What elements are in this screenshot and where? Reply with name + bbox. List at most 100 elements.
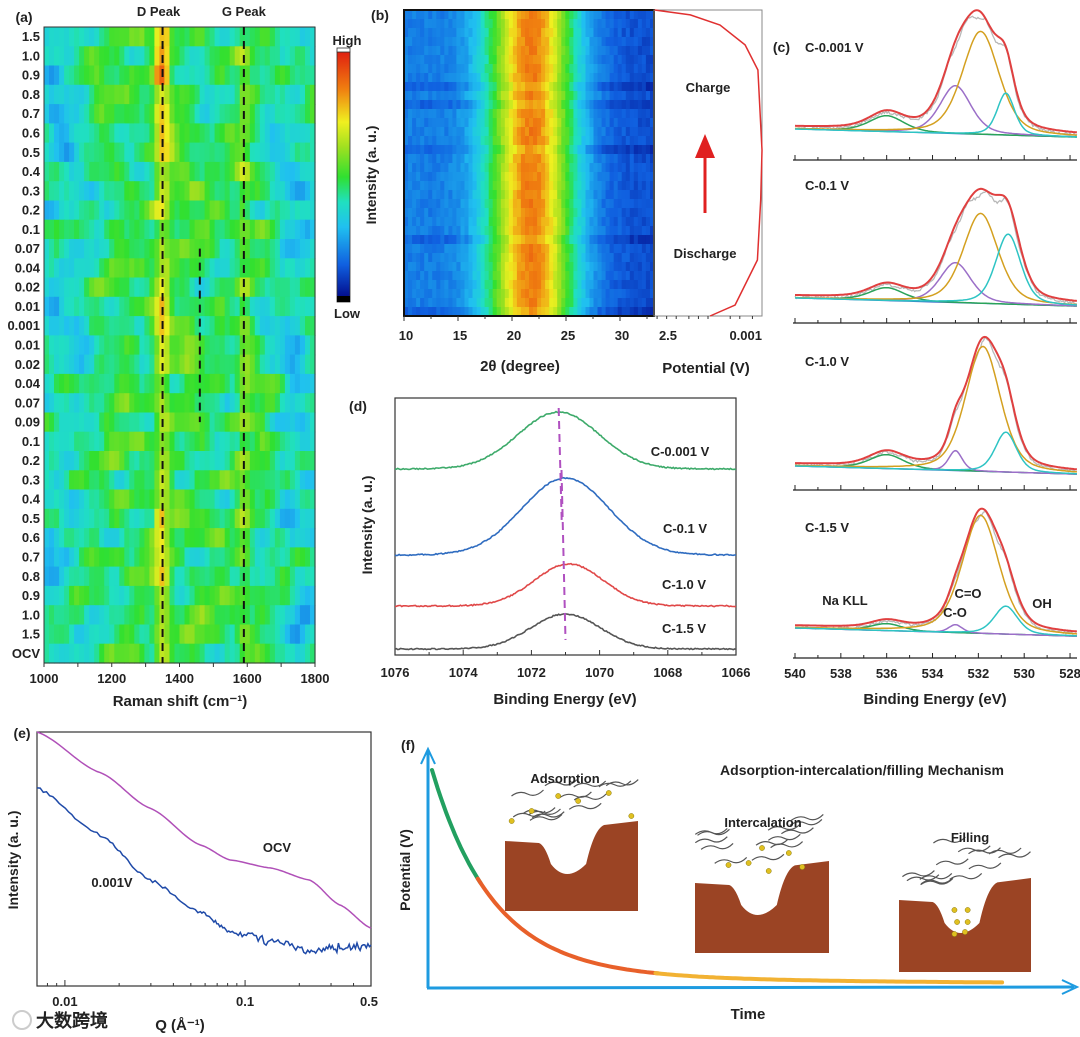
heatmap-cell: [404, 289, 409, 299]
x-axis-title: Time: [731, 1006, 766, 1023]
heatmap-cell: [94, 508, 100, 529]
heatmap-cell: [144, 547, 150, 568]
series-label: C-0.1 V: [663, 521, 707, 536]
heatmap-cell: [545, 262, 550, 272]
heatmap-cell: [650, 253, 655, 263]
heatmap-cell: [239, 181, 246, 202]
heatmap-cell: [109, 489, 115, 510]
heatmap-cell: [129, 643, 135, 664]
heatmap-cell: [452, 163, 457, 173]
heatmap-cell: [432, 136, 437, 146]
heatmap-cell: [488, 28, 494, 38]
heatmap-cell: [545, 244, 550, 254]
heatmap-cell: [589, 100, 595, 110]
heatmap-cell: [484, 244, 490, 254]
heatmap-cell: [239, 84, 246, 105]
heatmap-cell: [305, 393, 311, 414]
heatmap-cell: [444, 298, 449, 308]
heatmap-cell: [249, 470, 256, 491]
heatmap-cell: [59, 123, 65, 144]
heatmap-cell: [452, 181, 457, 191]
heatmap-cell: [124, 27, 130, 47]
heatmap-cell: [124, 354, 130, 375]
heatmap-cell: [114, 373, 120, 394]
heatmap-cell: [294, 181, 301, 202]
heatmap-cell: [204, 431, 211, 452]
heatmap-cell: [144, 161, 150, 182]
heatmap-cell: [557, 181, 562, 191]
heatmap-cell: [189, 142, 196, 163]
heatmap-cell: [549, 136, 554, 146]
heatmap-cell: [104, 451, 110, 471]
heatmap-cell: [259, 528, 266, 548]
heatmap-cell: [64, 585, 70, 606]
heatmap-cell: [64, 258, 70, 279]
heatmap-cell: [69, 585, 75, 606]
heatmap-cell: [412, 199, 417, 209]
heatmap-cell: [139, 46, 145, 67]
heatmap-cell: [533, 37, 538, 47]
heatmap-cell: [94, 65, 100, 86]
heatmap-cell: [641, 190, 647, 200]
heatmap-cell: [577, 163, 582, 173]
heatmap-cell: [512, 199, 518, 209]
heatmap-cell: [124, 258, 130, 279]
heatmap-cell: [184, 316, 191, 336]
heatmap-cell: [184, 431, 191, 452]
heatmap-cell: [617, 82, 623, 92]
heatmap-cell: [460, 55, 466, 65]
heatmap-cell: [520, 235, 526, 245]
heatmap-cell: [476, 253, 482, 263]
heatmap-cell: [54, 258, 60, 279]
sodium-ion-dot: [555, 793, 562, 799]
heatmap-cell: [484, 136, 490, 146]
spectrum-line: [394, 476, 737, 557]
heatmap-cell: [219, 123, 226, 144]
heatmap-cell: [119, 123, 125, 144]
heatmap-cell: [613, 190, 619, 200]
heatmap-cell: [114, 624, 120, 645]
heatmap-cell: [508, 172, 514, 182]
heatmap-cell: [199, 643, 206, 664]
heatmap-cell: [529, 190, 534, 200]
heatmap-cell: [464, 28, 470, 38]
heatmap-cell: [629, 91, 635, 101]
heatmap-cell: [496, 28, 502, 38]
heatmap-cell: [124, 200, 130, 221]
heatmap-cell: [436, 91, 441, 101]
heatmap-cell: [641, 289, 647, 299]
heatmap-cell: [144, 585, 150, 606]
heatmap-cell: [460, 262, 466, 272]
heatmap-cell: [119, 354, 125, 375]
heatmap-cell: [500, 253, 506, 263]
heatmap-cell: [305, 643, 311, 664]
heatmap-cell: [416, 172, 421, 182]
heatmap-cell: [174, 161, 181, 182]
heatmap-cell: [94, 354, 100, 375]
panel-label-c: (c): [773, 39, 790, 55]
heatmap-cell: [164, 239, 170, 259]
heatmap-cell: [204, 566, 211, 587]
heatmap-cell: [609, 289, 615, 299]
heatmap-cell: [124, 277, 130, 298]
heatmap-cell: [89, 605, 95, 626]
heatmap-cell: [650, 145, 655, 155]
heatmap-cell: [144, 104, 150, 124]
heatmap-cell: [609, 244, 615, 254]
heatmap-cell: [299, 200, 306, 221]
heatmap-cell: [452, 217, 457, 227]
heatmap-cell: [184, 258, 191, 279]
heatmap-cell: [104, 84, 110, 105]
heatmap-cell: [484, 100, 490, 110]
heatmap-cell: [577, 55, 582, 65]
heatmap-cell: [169, 84, 176, 105]
heatmap-cell: [279, 528, 286, 548]
heatmap-cell: [508, 289, 514, 299]
heatmap-cell: [84, 258, 90, 279]
heatmap-cell: [561, 163, 566, 173]
heatmap-cell: [641, 271, 647, 281]
raman-heatmap-cells: [44, 27, 316, 664]
heatmap-cell: [174, 316, 181, 336]
heatmap-cell: [436, 19, 441, 29]
heatmap-cell: [420, 289, 425, 299]
